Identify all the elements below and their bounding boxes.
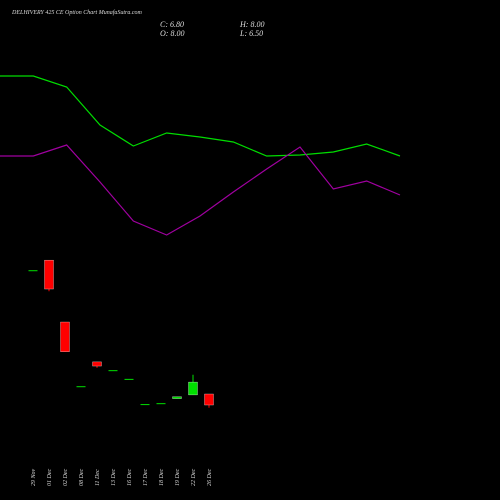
candle-body	[108, 370, 118, 372]
ohlc-label: L: 6.50	[239, 29, 263, 38]
x-tick-label: 29 Nov	[31, 468, 37, 486]
candle-body	[140, 404, 150, 406]
x-tick-label: 22 Dec	[191, 469, 197, 486]
candle-body	[172, 396, 182, 399]
x-tick-label: 19 Dec	[175, 469, 181, 486]
candle-body	[44, 259, 54, 290]
chart-title: DELHIVERY 425 CE Option Chart MunafaSutr…	[11, 9, 143, 16]
x-tick-label: 17 Dec	[143, 469, 149, 486]
candle-body	[60, 321, 70, 352]
candle-body	[28, 270, 38, 272]
indicator-line	[0, 75, 401, 157]
x-tick-label: 13 Dec	[111, 469, 117, 486]
x-tick-label: 01 Dec	[47, 469, 53, 486]
x-tick-label: 18 Dec	[159, 469, 165, 486]
x-tick-label: 16 Dec	[127, 469, 133, 486]
ohlc-label: C: 6.80	[160, 20, 184, 29]
candle-body	[92, 361, 102, 367]
candle-body	[188, 381, 198, 396]
x-tick-label: 26 Dec	[207, 469, 213, 486]
ohlc-label: O: 8.00	[160, 29, 184, 38]
indicator-line	[0, 144, 401, 236]
ohlc-label: H: 8.00	[239, 20, 264, 29]
candle-body	[124, 378, 134, 380]
candle-body	[76, 386, 86, 388]
x-tick-label: 08 Dec	[79, 469, 85, 486]
candle-body	[156, 403, 166, 405]
x-tick-label: 11 Dec	[95, 469, 101, 486]
candle-body	[204, 393, 214, 406]
x-tick-label: 02 Dec	[63, 469, 69, 486]
